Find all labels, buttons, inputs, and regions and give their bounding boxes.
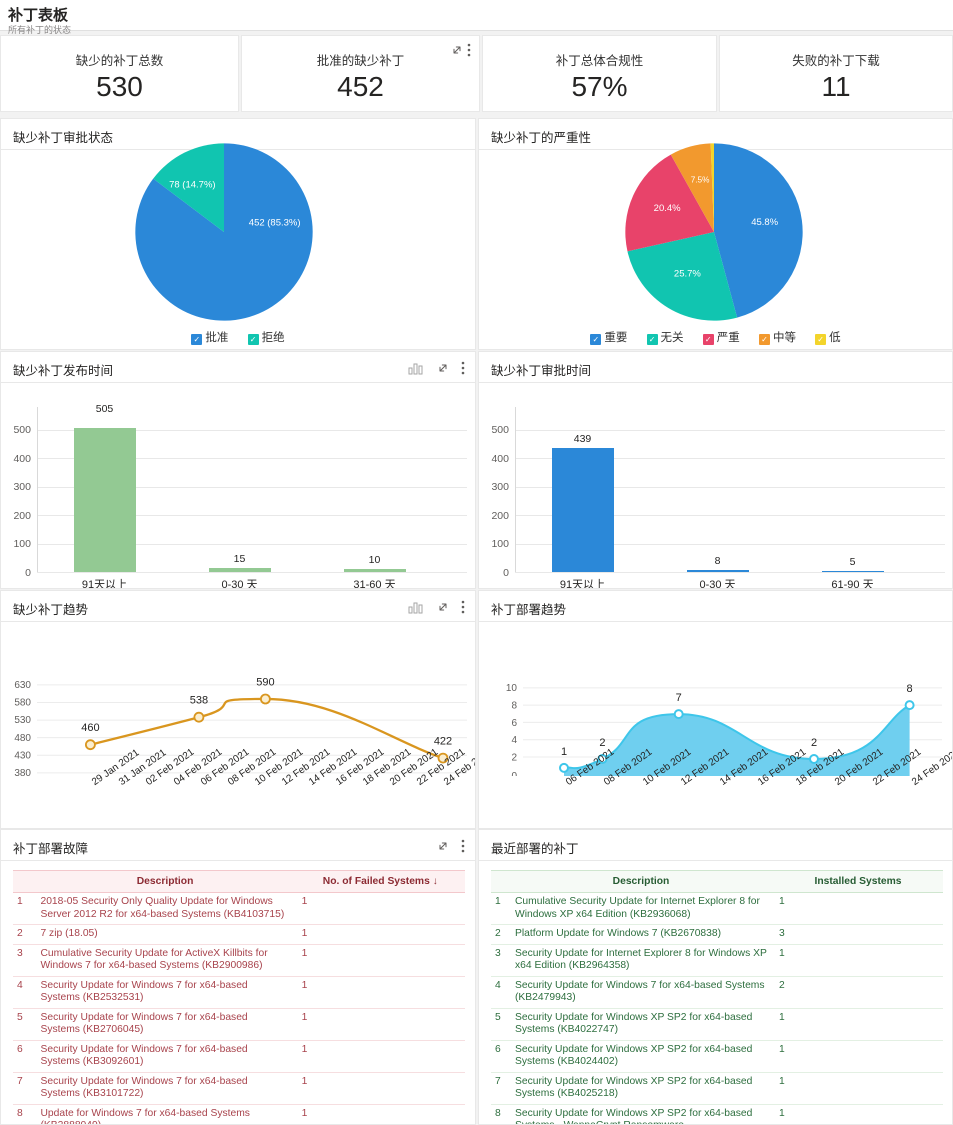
svg-text:0: 0: [511, 771, 517, 776]
svg-text:1: 1: [561, 746, 567, 758]
svg-text:2: 2: [511, 753, 517, 764]
svg-text:538: 538: [190, 695, 208, 707]
svg-text:630: 630: [14, 680, 31, 691]
svg-text:20.4%: 20.4%: [654, 203, 681, 214]
svg-text:430: 430: [14, 751, 31, 762]
svg-text:2: 2: [599, 737, 605, 749]
svg-text:2: 2: [811, 737, 817, 749]
svg-text:78 (14.7%): 78 (14.7%): [169, 180, 215, 191]
svg-text:25.7%: 25.7%: [674, 268, 701, 279]
svg-text:7: 7: [676, 692, 682, 704]
svg-text:8: 8: [511, 701, 517, 712]
svg-text:452 (85.3%): 452 (85.3%): [249, 218, 301, 229]
svg-text:6: 6: [511, 718, 517, 729]
svg-text:4: 4: [511, 735, 517, 746]
svg-text:460: 460: [81, 722, 99, 734]
svg-text:480: 480: [14, 733, 31, 744]
svg-text:7.5%: 7.5%: [691, 176, 710, 185]
svg-text:8: 8: [907, 683, 913, 695]
svg-text:10: 10: [506, 683, 518, 694]
svg-text:422: 422: [434, 736, 452, 748]
svg-text:580: 580: [14, 698, 31, 709]
svg-text:45.8%: 45.8%: [751, 217, 778, 228]
svg-text:590: 590: [256, 677, 274, 689]
svg-text:380: 380: [14, 768, 31, 776]
svg-text:530: 530: [14, 715, 31, 726]
